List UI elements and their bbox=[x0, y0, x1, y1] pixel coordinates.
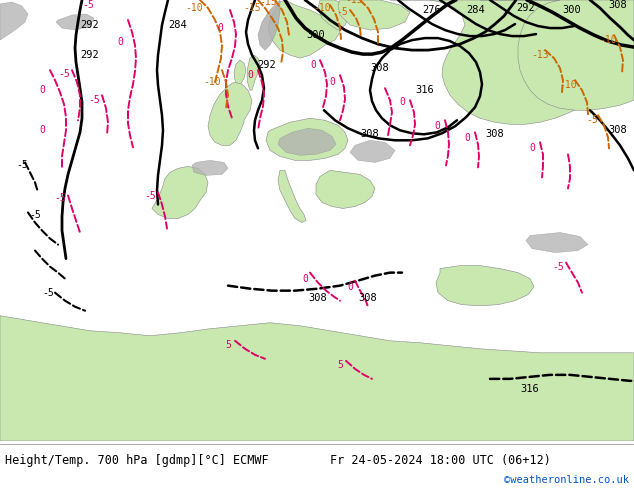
Text: -5: -5 bbox=[82, 0, 94, 10]
Text: 0: 0 bbox=[302, 273, 308, 284]
Polygon shape bbox=[192, 160, 228, 175]
Text: -5: -5 bbox=[16, 160, 28, 171]
Text: -10: -10 bbox=[313, 3, 331, 13]
Text: 284: 284 bbox=[169, 20, 188, 30]
Text: 0: 0 bbox=[39, 85, 45, 95]
Text: ©weatheronline.co.uk: ©weatheronline.co.uk bbox=[504, 475, 629, 485]
Text: 0: 0 bbox=[310, 60, 316, 70]
Polygon shape bbox=[0, 316, 634, 441]
Text: 0: 0 bbox=[247, 70, 253, 80]
Text: 300: 300 bbox=[307, 30, 325, 40]
Text: 276: 276 bbox=[423, 5, 441, 15]
Text: 316: 316 bbox=[521, 384, 540, 394]
Text: 0: 0 bbox=[329, 77, 335, 87]
Text: 292: 292 bbox=[81, 20, 100, 30]
Text: -5: -5 bbox=[58, 69, 70, 79]
Polygon shape bbox=[208, 82, 252, 146]
Text: 0: 0 bbox=[117, 37, 123, 47]
Text: Height/Temp. 700 hPa [gdmp][°C] ECMWF: Height/Temp. 700 hPa [gdmp][°C] ECMWF bbox=[5, 454, 269, 466]
Text: 292: 292 bbox=[517, 3, 535, 13]
Text: -10: -10 bbox=[559, 80, 577, 90]
Text: 284: 284 bbox=[467, 5, 486, 15]
Text: 5: 5 bbox=[225, 340, 231, 350]
Text: -5: -5 bbox=[552, 262, 564, 271]
Polygon shape bbox=[350, 140, 395, 162]
Text: -10: -10 bbox=[203, 77, 221, 87]
Polygon shape bbox=[247, 55, 260, 90]
Text: 308: 308 bbox=[486, 129, 505, 139]
Text: 308: 308 bbox=[609, 0, 628, 10]
Polygon shape bbox=[436, 266, 534, 306]
Text: 0: 0 bbox=[464, 133, 470, 143]
Polygon shape bbox=[390, 0, 634, 124]
Text: 308: 308 bbox=[371, 63, 389, 73]
Text: -13: -13 bbox=[531, 50, 549, 60]
Polygon shape bbox=[266, 118, 348, 160]
Text: Fr 24-05-2024 18:00 UTC (06+12): Fr 24-05-2024 18:00 UTC (06+12) bbox=[330, 454, 551, 466]
Text: -5: -5 bbox=[144, 192, 156, 201]
Polygon shape bbox=[268, 0, 340, 58]
Polygon shape bbox=[152, 167, 208, 219]
Polygon shape bbox=[278, 171, 306, 222]
Text: 292: 292 bbox=[257, 60, 276, 70]
Polygon shape bbox=[526, 233, 588, 252]
Text: -5: -5 bbox=[88, 95, 100, 105]
Polygon shape bbox=[258, 0, 280, 50]
Polygon shape bbox=[338, 0, 410, 30]
Text: 292: 292 bbox=[81, 50, 100, 60]
Polygon shape bbox=[480, 0, 634, 110]
Polygon shape bbox=[56, 14, 94, 30]
Polygon shape bbox=[278, 128, 336, 155]
Text: 0: 0 bbox=[347, 282, 353, 292]
Text: -5: -5 bbox=[29, 211, 41, 220]
Text: -5: -5 bbox=[336, 7, 348, 17]
Text: -5: -5 bbox=[42, 288, 54, 297]
Polygon shape bbox=[316, 171, 375, 208]
Text: 308: 308 bbox=[359, 293, 377, 303]
Text: 308: 308 bbox=[309, 293, 327, 303]
Text: 0: 0 bbox=[434, 122, 440, 131]
Polygon shape bbox=[318, 0, 350, 30]
Text: 308: 308 bbox=[609, 125, 628, 135]
Text: 0: 0 bbox=[217, 23, 223, 33]
Polygon shape bbox=[0, 2, 28, 40]
Text: -5: -5 bbox=[586, 115, 598, 125]
Text: 0: 0 bbox=[39, 125, 45, 135]
Text: 0: 0 bbox=[529, 144, 535, 153]
Text: 0: 0 bbox=[399, 97, 405, 107]
Text: 300: 300 bbox=[562, 5, 581, 15]
Text: 316: 316 bbox=[416, 85, 434, 95]
Polygon shape bbox=[234, 60, 246, 86]
Text: -15: -15 bbox=[259, 0, 277, 7]
Text: -10: -10 bbox=[185, 3, 203, 13]
Text: -5: -5 bbox=[54, 194, 66, 203]
Text: -15: -15 bbox=[243, 3, 261, 13]
Text: -10: -10 bbox=[599, 35, 617, 45]
Text: 5: 5 bbox=[337, 360, 343, 370]
Text: 308: 308 bbox=[361, 129, 379, 139]
Text: -15: -15 bbox=[345, 0, 363, 5]
